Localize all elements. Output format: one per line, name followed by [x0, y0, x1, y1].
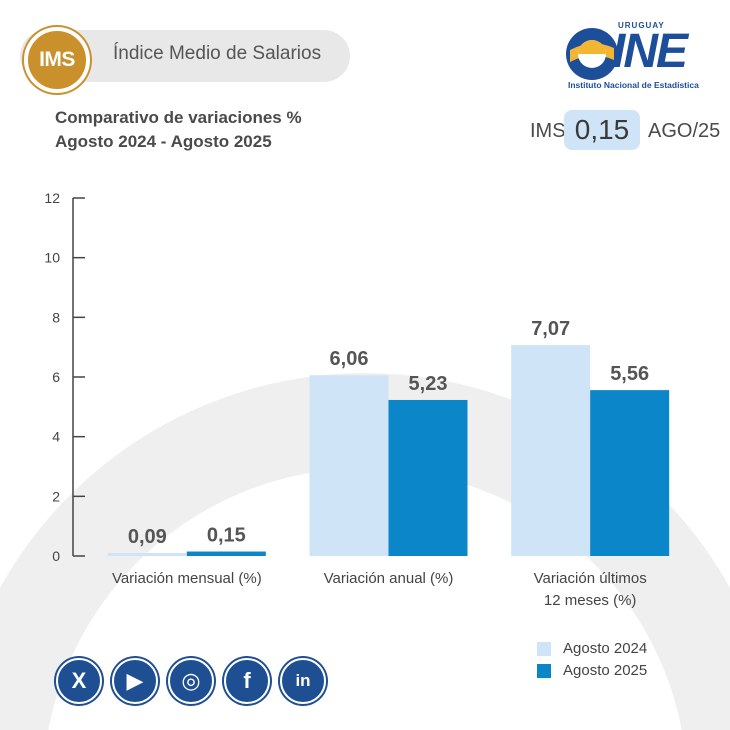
indicator-label: IMS	[530, 120, 566, 142]
instagram-icon[interactable]: ◎	[168, 658, 214, 704]
legend-item-2: Agosto 2025	[537, 662, 647, 679]
logo-name: INE	[612, 25, 688, 78]
legend-swatch-2	[537, 663, 551, 678]
ims-badge: IMS	[24, 27, 90, 93]
x-category-label: 12 meses (%)	[544, 592, 637, 609]
y-tick-label: 12	[44, 190, 60, 206]
ine-logo-icon	[566, 28, 618, 80]
y-tick-label: 0	[52, 548, 60, 564]
x-icon[interactable]: X	[56, 658, 102, 704]
legend-label-2: Agosto 2025	[563, 662, 648, 679]
indicator-value: 0,15	[564, 110, 640, 150]
logo-subtitle: Instituto Nacional de Estadística	[568, 80, 699, 90]
legend-item-1: Agosto 2024	[537, 640, 647, 657]
data-label: 0,15	[207, 525, 246, 547]
bar-agosto-2025	[590, 390, 670, 556]
bar-agosto-2025	[186, 551, 266, 556]
data-label: 5,23	[409, 373, 448, 395]
data-label: 0,09	[128, 526, 167, 548]
subtitle-line-2: Agosto 2024 - Agosto 2025	[55, 132, 272, 151]
y-tick-label: 6	[52, 369, 60, 385]
bar-agosto-2025	[388, 399, 468, 556]
y-tick-label: 8	[52, 309, 60, 325]
facebook-icon[interactable]: f	[224, 658, 270, 704]
chart-subtitle: Comparativo de variaciones % Agosto 2024…	[55, 106, 302, 154]
bar-agosto-2024	[511, 345, 591, 556]
bar-agosto-2024	[309, 375, 389, 556]
data-label: 5,56	[610, 363, 649, 385]
y-tick-label: 2	[52, 488, 60, 504]
linkedin-icon[interactable]: in	[280, 658, 326, 704]
x-category-label: Variación últimos	[534, 570, 647, 587]
data-label: 6,06	[330, 348, 369, 370]
bar-agosto-2024	[107, 553, 187, 556]
legend-swatch-1	[537, 641, 551, 656]
youtube-icon[interactable]: ▶	[112, 658, 158, 704]
indicator-period: AGO/25	[648, 120, 721, 142]
legend-label-1: Agosto 2024	[563, 640, 648, 657]
data-label: 7,07	[531, 318, 570, 340]
x-category-label: Variación anual (%)	[324, 570, 454, 587]
y-tick-label: 10	[44, 250, 60, 266]
header-title: Índice Medio de Salarios	[113, 43, 322, 64]
logo-country: URUGUAY	[618, 21, 665, 30]
subtitle-line-1: Comparativo de variaciones %	[55, 108, 302, 127]
y-tick-label: 4	[52, 429, 60, 445]
x-category-label: Variación mensual (%)	[112, 570, 262, 587]
